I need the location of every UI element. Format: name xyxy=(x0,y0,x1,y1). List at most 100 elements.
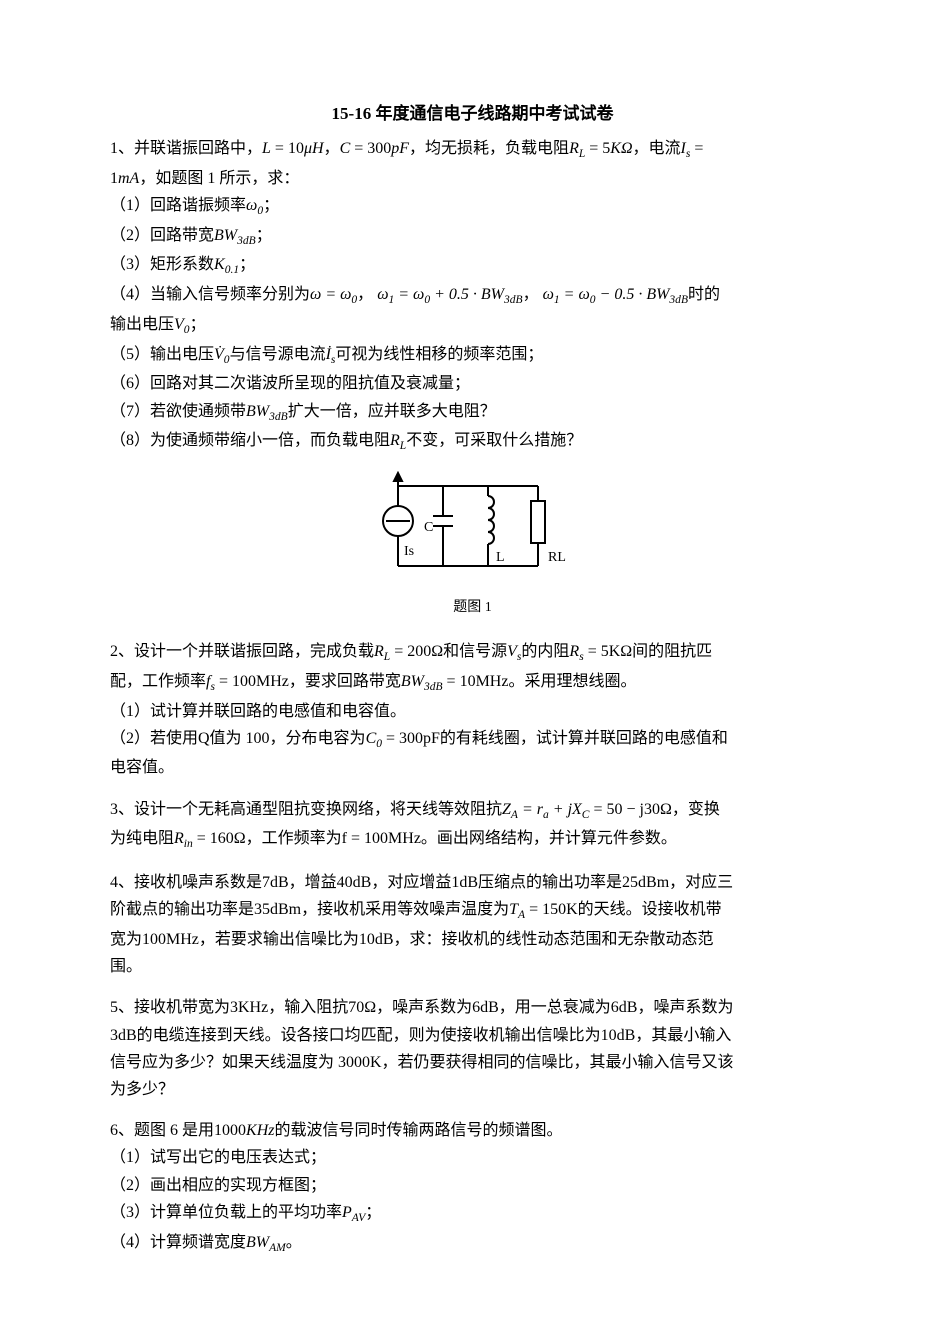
q1-p8d: 不变，可采取什么措施？ xyxy=(406,432,582,449)
q2-l1i: R xyxy=(569,643,579,660)
q6-p4b: BW xyxy=(246,1234,269,1251)
q1-Lunit: μH xyxy=(304,140,324,157)
q1-p7a: （7）若欲使通频带 xyxy=(110,403,246,420)
q1-p1a: （1）回路谐振频率 xyxy=(110,197,246,214)
q6-l1b: KHz xyxy=(246,1122,274,1139)
q1-Iseq: = xyxy=(690,140,703,157)
question-2: 2、设计一个并联谐振回路，完成负载RL = 200Ω和信号源Vs的内阻Rs = … xyxy=(110,638,835,782)
q2-l1b: R xyxy=(374,643,384,660)
q1-Cunit: pF xyxy=(391,140,409,157)
q1-p4eq2c: 3dB xyxy=(669,294,688,306)
q3-l2c: in xyxy=(184,839,193,851)
q1-p4l2: 输出电压V0； xyxy=(110,311,835,341)
question-1: 1、并联谐振回路中，L = 10μH，C = 300pF，均无损耗，负载电阻RL… xyxy=(110,135,835,457)
q1-p1: （1）回路谐振频率ω0； xyxy=(110,192,835,222)
q2-l2g: = 10MHz。采用理想线圈。 xyxy=(443,673,637,690)
q1-p7b: BW xyxy=(246,403,269,420)
q2-p2: （2）若使用Q值为 100，分布电容为C0 = 300pF的有耗线圈，试计算并联… xyxy=(110,725,835,755)
q1-l2b: mA xyxy=(118,170,139,187)
q4-l2a: 阶截点的输出功率是35dBm，接收机采用等效噪声温度为 xyxy=(110,901,509,918)
q1-p4eq2: = ω xyxy=(560,286,590,303)
figure-1: Is C L RL xyxy=(110,471,835,590)
q1-p4sp2: ， xyxy=(523,286,543,303)
q1-lead: 1、并联谐振回路中， xyxy=(110,140,262,157)
q3-l1f: + jX xyxy=(549,801,582,818)
q1-p5g: 可视为线性相移的频率范围； xyxy=(335,346,543,363)
q1-p1b: ω xyxy=(246,197,257,214)
fig1-RL: RL xyxy=(548,550,566,565)
q3-l2a: 为纯电阻 xyxy=(110,830,174,847)
q5-l2: 3dB的电缆连接到天线。设各接口均匹配，则为使接收机输出信噪比为10dB，其最小… xyxy=(110,1022,835,1049)
question-5: 5、接收机带宽为3KHz，输入阻抗70Ω，噪声系数为6dB，用一总衰减为6dB，… xyxy=(110,994,835,1103)
q6-p3d: ； xyxy=(365,1204,381,1221)
figure-1-caption: 题图 1 xyxy=(110,596,835,620)
q1-p4eq1b: + 0.5 · BW xyxy=(430,286,504,303)
q6-p4c: AM xyxy=(269,1242,286,1254)
question-6: 6、题图 6 是用1000KHz的载波信号同时传输两路信号的频谱图。 （1）试写… xyxy=(110,1117,835,1258)
q2-p2e: 的有耗线圈，试计算并联回路的电感值和 xyxy=(440,730,728,747)
q2-p2d: = 300pF xyxy=(382,730,440,747)
q1-p7d: 扩大一倍，应并联多大电阻？ xyxy=(288,403,496,420)
q1-p8a: （8）为使通频带缩小一倍，而负载电阻 xyxy=(110,432,390,449)
q6-l1: 6、题图 6 是用1000KHz的载波信号同时传输两路信号的频谱图。 xyxy=(110,1117,835,1144)
q1-p4a: （4）当输入信号频率分别为 xyxy=(110,286,310,303)
q6-p3a: （3）计算单位负载上的平均功率 xyxy=(110,1204,342,1221)
q1-C: C xyxy=(340,140,351,157)
q1-Leq: = 10 xyxy=(271,140,304,157)
q1-p4w: ω = ω xyxy=(310,286,351,303)
q6-p3b: P xyxy=(342,1204,352,1221)
q1-p5: （5）输出电压V̇0与信号源电流İs可视为线性相移的频率范围； xyxy=(110,341,835,371)
q2-l1e: 和信号源 xyxy=(443,643,507,660)
q2-l1k: = 5KΩ xyxy=(584,643,632,660)
q1-Ceq: = 300 xyxy=(350,140,391,157)
q1-p2d: ； xyxy=(256,227,272,244)
q4-l2b: T xyxy=(509,901,518,918)
q1-p2c: 3dB xyxy=(237,235,256,247)
q1-p4: （4）当输入信号频率分别为ω = ω0， ω1 = ω0 + 0.5 · BW3… xyxy=(110,281,835,311)
q1-p2b: BW xyxy=(214,227,237,244)
fig1-Is: Is xyxy=(404,544,414,559)
q1-RLunit: KΩ xyxy=(610,140,632,157)
q1-sep1: ， xyxy=(324,140,340,157)
q6-p3: （3）计算单位负载上的平均功率PAV； xyxy=(110,1199,835,1229)
q2-l1l: 间的阻抗匹 xyxy=(632,643,712,660)
q1-p5a: （5）输出电压 xyxy=(110,346,214,363)
q1-line1: 1、并联谐振回路中，L = 10μH，C = 300pF，均无损耗，负载电阻RL… xyxy=(110,135,835,165)
q1-mid: ，均无损耗，负载电阻 xyxy=(409,140,569,157)
q3-l1d: = r xyxy=(518,801,543,818)
q6-p3c: AV xyxy=(352,1212,366,1224)
q2-l1: 2、设计一个并联谐振回路，完成负载RL = 200Ω和信号源Vs的内阻Rs = … xyxy=(110,638,835,668)
q2-p2l2: 电容值。 xyxy=(110,754,835,781)
q2-l2f: 3dB xyxy=(424,681,443,693)
q3-l1h: = 50 − j30Ω xyxy=(589,801,671,818)
q1-RL: R xyxy=(569,140,579,157)
q2-l2: 配，工作频率fs = 100MHz，要求回路带宽BW3dB = 10MHz。采用… xyxy=(110,668,835,698)
q1-line2: 1mA，如题图 1 所示，求： xyxy=(110,165,835,192)
q1-p7c: 3dB xyxy=(269,411,288,423)
q1-l2c: ，如题图 1 所示，求： xyxy=(139,170,299,187)
q1-p7: （7）若欲使通频带BW3dB扩大一倍，应并联多大电阻？ xyxy=(110,398,835,428)
q2-l2a: 配，工作频率 xyxy=(110,673,206,690)
q1-p4l2b: V xyxy=(174,316,184,333)
circuit-diagram-icon: Is C L RL xyxy=(378,471,568,581)
q1-p2: （2）回路带宽BW3dB； xyxy=(110,222,835,252)
question-4: 4、接收机噪声系数是7dB，增益40dB，对应增益1dB压缩点的输出功率是25d… xyxy=(110,869,835,980)
fig1-L: L xyxy=(496,550,505,565)
q1-p4eq2b: − 0.5 · BW xyxy=(596,286,670,303)
q1-p4l2a: 输出电压 xyxy=(110,316,174,333)
q6-p4a: （4）计算频谱宽度 xyxy=(110,1234,246,1251)
q4-l2d: = 150K xyxy=(525,901,578,918)
q3-l2d: = 160Ω，工作频率为f = 100MHz。画出网络结构，并计算元件参数。 xyxy=(193,830,677,847)
q1-p5b: V̇ xyxy=(214,346,224,363)
q2-p2b: C xyxy=(366,730,377,747)
q4-l2e: 的天线。设接收机带 xyxy=(578,901,722,918)
q2-l2d: = 100MHz，要求回路带宽 xyxy=(215,673,401,690)
q2-p1: （1）试计算并联回路的电感值和电容值。 xyxy=(110,698,835,725)
q5-l4: 为多少？ xyxy=(110,1076,835,1103)
page-title: 15-16 年度通信电子线路期中考试试卷 xyxy=(110,100,835,129)
q1-p3c: 0.1 xyxy=(225,265,239,277)
question-3: 3、设计一个无耗高通型阻抗变换网络，将天线等效阻抗ZA = ra + jXC =… xyxy=(110,796,835,856)
q3-l1c: A xyxy=(511,809,518,821)
q2-l1f: V xyxy=(507,643,517,660)
q1-p2a: （2）回路带宽 xyxy=(110,227,214,244)
